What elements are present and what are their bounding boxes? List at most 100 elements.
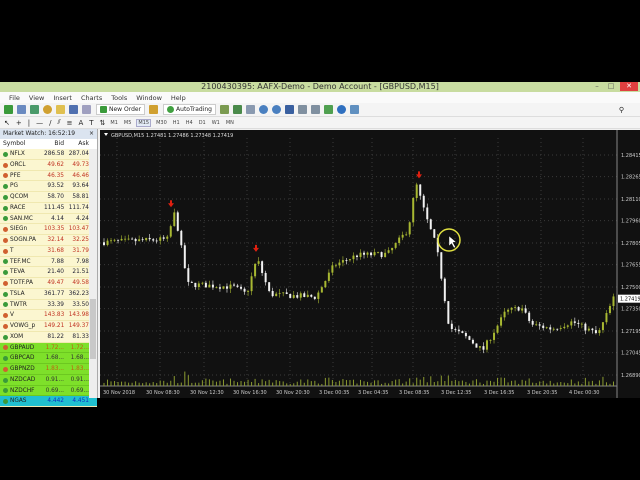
arrows-icon[interactable]: ⇅ (99, 118, 106, 127)
cursor-icon[interactable]: ↖ (4, 118, 10, 127)
volume-bar (539, 381, 541, 386)
chart-menu-icon[interactable] (104, 133, 108, 136)
time-tick: 30 Nov 2018 (103, 390, 135, 396)
market-watch-row[interactable]: PG 93.52 93.64 (0, 181, 97, 192)
chart-shift-icon[interactable] (298, 105, 307, 114)
tf-h4[interactable]: H4 (185, 119, 193, 126)
market-watch-icon[interactable] (30, 105, 39, 114)
tf-w1[interactable]: W1 (211, 119, 220, 126)
column-ask[interactable]: Ask (78, 140, 89, 147)
title-bar: 2100430395: AAFX-Demo - Demo Account - [… (0, 82, 640, 92)
search-icon[interactable]: ⚲ (618, 105, 624, 114)
symbol: TSLA (10, 290, 25, 297)
volume-bar (145, 382, 147, 386)
crosshair-icon[interactable]: + (15, 118, 22, 127)
market-watch-row[interactable]: TWTR 33.39 33.50 (0, 299, 97, 311)
symbol-cell: RACE (0, 203, 44, 214)
market-watch-row[interactable]: XOM 81.22 81.33 (0, 331, 97, 343)
candlestick-icon[interactable] (233, 105, 242, 114)
tf-m30[interactable]: M30 (156, 119, 167, 126)
vertical-line-icon[interactable]: | (27, 118, 31, 127)
market-watch-row[interactable]: NZDCAD 0.91... 0.91... (0, 374, 97, 386)
metaeditor-icon[interactable] (149, 105, 159, 114)
column-bid[interactable]: Bid (54, 140, 64, 147)
column-symbol[interactable]: Symbol (3, 140, 26, 147)
market-watch-row[interactable]: NFLX 286.58 287.04 (0, 149, 97, 160)
market-watch-row[interactable]: GBPAUD 1.72... 1.72... (0, 342, 97, 354)
horizontal-line-icon[interactable]: — (36, 118, 44, 127)
maximize-button[interactable]: □ (607, 82, 615, 90)
menu-view[interactable]: View (28, 93, 45, 102)
market-watch-row[interactable]: GBPNZD 1.83... 1.83... (0, 364, 97, 375)
market-watch-row[interactable]: TEF.MC 7.88 7.98 (0, 256, 97, 268)
autoscroll-icon[interactable] (311, 105, 320, 114)
scrollbar-thumb[interactable] (90, 299, 96, 359)
bear-candle (236, 285, 239, 287)
strategy-tester-icon[interactable] (82, 105, 91, 114)
minimize-button[interactable]: – (595, 82, 599, 90)
tile-windows-icon[interactable] (285, 105, 294, 114)
channel-icon[interactable]: ⫽ (57, 118, 61, 126)
market-watch-row[interactable]: RACE 111.45 111.74 (0, 202, 97, 214)
market-watch-row[interactable]: SOGN.PA 32.14 32.25 (0, 235, 97, 246)
menu-charts[interactable]: Charts (80, 93, 103, 102)
market-watch-row[interactable]: TOTF.PA 49.47 49.58 (0, 278, 97, 289)
text-label-icon[interactable]: T (89, 118, 94, 127)
bull-candle (394, 242, 397, 248)
bull-candle (373, 252, 376, 256)
close-button[interactable]: ✕ (620, 82, 638, 91)
market-watch-row[interactable]: VOWG_p 149.21 149.37 (0, 321, 97, 332)
menu-tools[interactable]: Tools (111, 93, 128, 102)
autotrading-button[interactable]: AutoTrading (163, 104, 216, 115)
tf-m5[interactable]: M5 (123, 119, 132, 126)
chart-header: GBPUSD,M15 1.27481 1.27486 1.27348 1.274… (111, 133, 233, 139)
market-watch-row[interactable]: TSLA 361.77 362.23 (0, 288, 97, 300)
market-watch-row[interactable]: T 31.68 31.79 (0, 245, 97, 257)
profiles-icon[interactable] (17, 105, 26, 114)
chart-window[interactable]: 1.28415 1.28265 1.28110 1.27960 1.27805 1.276… (100, 130, 640, 398)
market-watch-row[interactable]: ORCL 49.62 49.73 (0, 159, 97, 171)
zoom-in-icon[interactable] (259, 105, 268, 114)
bar-chart-icon[interactable] (220, 105, 229, 114)
market-watch-row[interactable]: SAN.MC 4.14 4.24 (0, 213, 97, 225)
down-arrow-icon (3, 313, 8, 319)
terminal-icon[interactable] (69, 105, 78, 114)
indicators-icon[interactable] (324, 105, 333, 114)
market-watch-row[interactable]: NGAS 4.442 4.451 (0, 396, 97, 407)
menu-file[interactable]: File (9, 93, 20, 102)
templates-icon[interactable] (350, 105, 359, 114)
market-watch-row[interactable]: PFE 46.35 46.46 (0, 170, 97, 182)
price-tick: 1.26890 (621, 373, 640, 379)
market-watch-row[interactable]: SIEGn 103.35 103.47 (0, 224, 97, 235)
periods-icon[interactable] (337, 105, 346, 114)
trendline-icon[interactable]: / (49, 118, 52, 127)
menu-insert[interactable]: Insert (53, 93, 72, 102)
new-chart-icon[interactable] (4, 105, 13, 114)
line-chart-icon[interactable] (246, 105, 255, 114)
volume-bar (574, 383, 576, 386)
volume-bar (307, 379, 309, 386)
market-watch-close-button[interactable]: × (88, 130, 94, 137)
tf-d1[interactable]: D1 (198, 119, 206, 126)
new-order-button[interactable]: New Order (96, 104, 146, 115)
menu-window[interactable]: Window (136, 93, 162, 102)
fibonacci-icon[interactable]: ≡ (66, 118, 73, 127)
menu-help[interactable]: Help (170, 93, 186, 102)
price-chart[interactable]: 1.28415 1.28265 1.28110 1.27960 1.27805 1.276… (100, 130, 640, 398)
bear-candle (482, 346, 485, 350)
zoom-out-icon[interactable] (272, 105, 281, 114)
data-window-icon[interactable] (56, 105, 65, 114)
tf-h1[interactable]: H1 (172, 119, 180, 126)
market-watch-row[interactable]: QCOM 58.70 58.81 (0, 192, 97, 203)
text-tool[interactable]: A (78, 118, 84, 127)
tf-mn[interactable]: MN (225, 119, 234, 126)
bear-candle (261, 261, 264, 273)
market-watch-row[interactable]: GBPCAD 1.68... 1.68... (0, 353, 97, 364)
market-watch-row[interactable]: NZDCHF 0.69... 0.69... (0, 385, 97, 397)
navigator-icon[interactable] (43, 105, 52, 114)
market-watch-row[interactable]: TEVA 21.40 21.51 (0, 267, 97, 278)
market-watch-row[interactable]: V 143.83 143.98 (0, 310, 97, 321)
tf-m1[interactable]: M1 (110, 119, 118, 126)
market-watch-scrollbar[interactable] (89, 149, 97, 398)
tf-m15[interactable]: M15 (136, 118, 152, 127)
